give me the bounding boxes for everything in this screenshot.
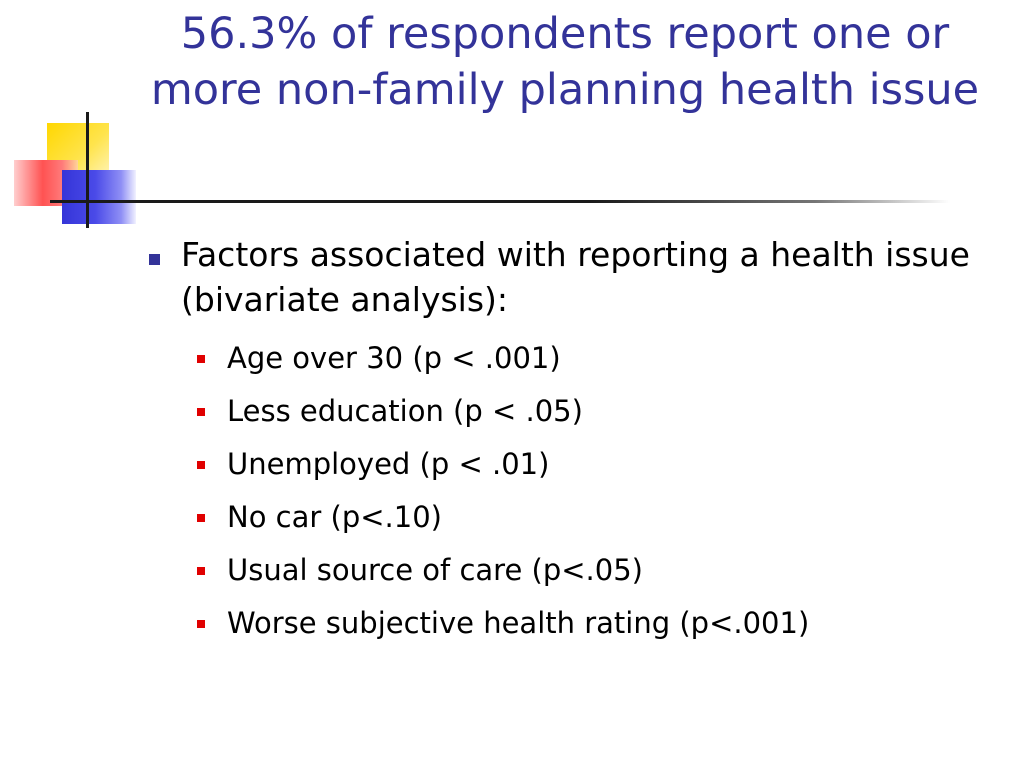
square-bullet-icon	[197, 355, 205, 363]
bullet-text: Factors associated with reporting a heal…	[181, 235, 970, 319]
sub-bullet-item: No car (p<.10)	[145, 491, 1005, 544]
sub-bullet-text: Less education (p < .05)	[227, 394, 583, 428]
sub-bullet-text: Unemployed (p < .01)	[227, 447, 550, 481]
slide-title: 56.3% of respondents report one or more …	[150, 9, 980, 115]
sub-bullet-item: Worse subjective health rating (p<.001)	[145, 597, 1005, 650]
corner-decoration	[0, 0, 150, 240]
sub-bullet-text: Worse subjective health rating (p<.001)	[227, 606, 810, 640]
title-divider-rule	[50, 200, 950, 203]
sub-bullet-item: Usual source of care (p<.05)	[145, 544, 1005, 597]
sub-bullet-text: Age over 30 (p < .001)	[227, 341, 561, 375]
sub-bullet-text: No car (p<.10)	[227, 500, 442, 534]
sub-bullet-item: Unemployed (p < .01)	[145, 438, 1005, 491]
bullet-item: Factors associated with reporting a heal…	[145, 232, 1005, 322]
square-bullet-icon	[197, 408, 205, 416]
sub-bullet-text: Usual source of care (p<.05)	[227, 553, 643, 587]
blue-square-shape	[62, 170, 136, 224]
slide-body: Factors associated with reporting a heal…	[145, 232, 1005, 650]
square-bullet-icon	[197, 514, 205, 522]
sub-bullet-item: Less education (p < .05)	[145, 385, 1005, 438]
square-bullet-icon	[197, 620, 205, 628]
square-bullet-icon	[197, 567, 205, 575]
square-bullet-icon	[197, 461, 205, 469]
sub-bullet-list: Age over 30 (p < .001) Less education (p…	[145, 332, 1005, 650]
vertical-rule	[86, 112, 89, 228]
sub-bullet-item: Age over 30 (p < .001)	[145, 332, 1005, 385]
square-bullet-icon	[149, 254, 160, 265]
